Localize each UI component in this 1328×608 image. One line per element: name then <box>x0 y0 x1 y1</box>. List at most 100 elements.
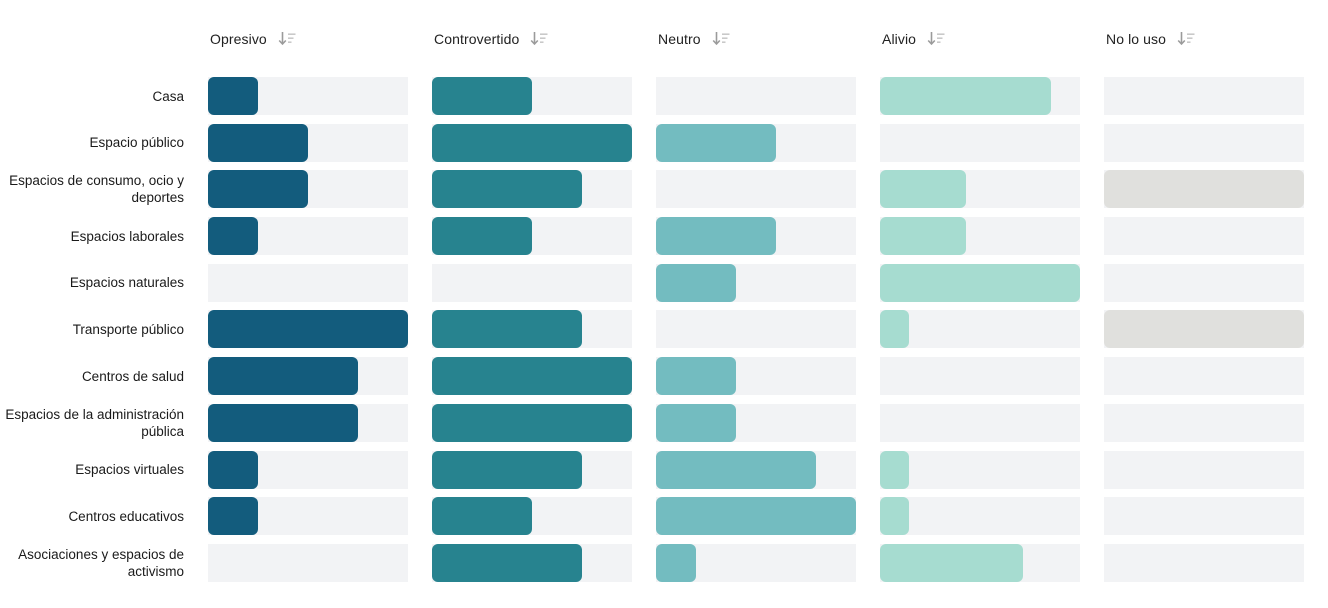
bar-alivio[interactable] <box>880 217 966 256</box>
bar-alivio[interactable] <box>880 263 1080 302</box>
bar-controvertido[interactable] <box>432 310 582 349</box>
row-label: Espacios de la administración pública <box>5 406 184 439</box>
bar-alivio[interactable] <box>880 310 909 349</box>
bar-opresivo[interactable] <box>208 217 258 256</box>
bar-neutro[interactable] <box>656 357 736 396</box>
chart-rows: Casa Espacio público Espacios de consumo, … <box>0 77 1304 582</box>
bar-neutro[interactable] <box>656 450 816 489</box>
chart-cell <box>880 450 1080 489</box>
bar-neutro[interactable] <box>656 263 736 302</box>
bar-opresivo[interactable] <box>208 123 308 162</box>
bar-alivio[interactable] <box>880 497 909 536</box>
row-label: Espacio público <box>89 135 184 151</box>
bar-track <box>208 263 408 302</box>
chart-cell <box>656 123 856 162</box>
chart-cell <box>432 170 632 209</box>
bar-controvertido[interactable] <box>432 357 632 396</box>
sort-descending-icon[interactable] <box>712 31 730 46</box>
bar-neutro[interactable] <box>656 543 696 582</box>
chart-cell <box>880 217 1080 256</box>
chart-cell <box>656 403 856 442</box>
bar-controvertido[interactable] <box>432 450 582 489</box>
bar-track <box>1104 123 1304 162</box>
chart-cell <box>1104 543 1304 582</box>
chart-cell <box>208 77 408 115</box>
bar-no-lo-uso[interactable] <box>1104 310 1304 349</box>
chart-cell <box>208 403 408 442</box>
chart-cell <box>656 497 856 536</box>
row-label: Casa <box>152 88 184 104</box>
sort-descending-icon[interactable] <box>1177 31 1195 46</box>
bar-neutro[interactable] <box>656 403 736 442</box>
bar-opresivo[interactable] <box>208 497 258 536</box>
bar-matrix-chart: Opresivo Controvertido <box>0 0 1304 582</box>
chart-cell <box>656 543 856 582</box>
bar-alivio[interactable] <box>880 77 1052 115</box>
bar-no-lo-uso[interactable] <box>1104 170 1304 209</box>
bar-opresivo[interactable] <box>208 170 308 209</box>
bar-opresivo[interactable] <box>208 310 408 349</box>
column-header-alivio: Alivio <box>880 31 1080 47</box>
chart-row: Espacios laborales <box>0 217 1304 256</box>
chart-cell <box>432 497 632 536</box>
sort-descending-icon[interactable] <box>278 31 296 46</box>
chart-cell <box>880 123 1080 162</box>
bar-track <box>1104 497 1304 536</box>
bar-controvertido[interactable] <box>432 170 582 209</box>
bar-controvertido[interactable] <box>432 543 582 582</box>
bar-neutro[interactable] <box>656 123 776 162</box>
bar-track <box>208 543 408 582</box>
chart-cell <box>208 450 408 489</box>
bar-track <box>880 403 1080 442</box>
chart-row: Espacios naturales <box>0 263 1304 302</box>
row-label: Espacios de consumo, ocio y deportes <box>9 173 184 206</box>
column-headers: Opresivo Controvertido <box>0 0 1304 77</box>
column-header-neutro: Neutro <box>656 31 856 47</box>
bar-neutro[interactable] <box>656 497 856 536</box>
chart-row: Espacios de consumo, ocio y deportes <box>0 170 1304 209</box>
bar-controvertido[interactable] <box>432 403 632 442</box>
chart-cell <box>880 403 1080 442</box>
bar-neutro[interactable] <box>656 217 776 256</box>
bar-opresivo[interactable] <box>208 403 358 442</box>
bar-track <box>1104 263 1304 302</box>
row-label: Espacios virtuales <box>75 462 184 477</box>
chart-cell <box>656 77 856 115</box>
chart-cell <box>208 217 408 256</box>
chart-cell <box>1104 310 1304 349</box>
chart-cell <box>432 310 632 349</box>
bar-track <box>1104 357 1304 396</box>
chart-cell <box>1104 357 1304 396</box>
chart-cell <box>656 357 856 396</box>
bar-controvertido[interactable] <box>432 497 532 536</box>
chart-cell <box>880 263 1080 302</box>
bar-alivio[interactable] <box>880 170 966 209</box>
chart-row: Espacios de la administración pública <box>0 403 1304 442</box>
bar-opresivo[interactable] <box>208 77 258 115</box>
column-header-label: Neutro <box>658 30 701 47</box>
chart-cell <box>208 543 408 582</box>
bar-alivio[interactable] <box>880 450 909 489</box>
chart-cell <box>432 77 632 115</box>
chart-cell <box>880 357 1080 396</box>
chart-cell <box>432 217 632 256</box>
chart-cell <box>208 497 408 536</box>
chart-row: Espacios virtuales <box>0 450 1304 489</box>
row-label: Espacios laborales <box>70 228 184 244</box>
sort-descending-icon[interactable] <box>530 31 548 46</box>
column-header-label: Controvertido <box>434 30 520 47</box>
chart-row: Casa <box>0 77 1304 115</box>
bar-opresivo[interactable] <box>208 357 358 396</box>
chart-cell <box>880 497 1080 536</box>
column-header-controvertido: Controvertido <box>432 31 632 47</box>
chart-cell <box>1104 263 1304 302</box>
sort-descending-icon[interactable] <box>927 31 945 46</box>
bar-controvertido[interactable] <box>432 77 532 115</box>
bar-controvertido[interactable] <box>432 217 532 256</box>
row-label: Centros educativos <box>68 508 184 524</box>
chart-cell <box>1104 403 1304 442</box>
bar-alivio[interactable] <box>880 543 1023 582</box>
bar-controvertido[interactable] <box>432 123 632 162</box>
bar-track <box>656 310 856 349</box>
bar-opresivo[interactable] <box>208 450 258 489</box>
